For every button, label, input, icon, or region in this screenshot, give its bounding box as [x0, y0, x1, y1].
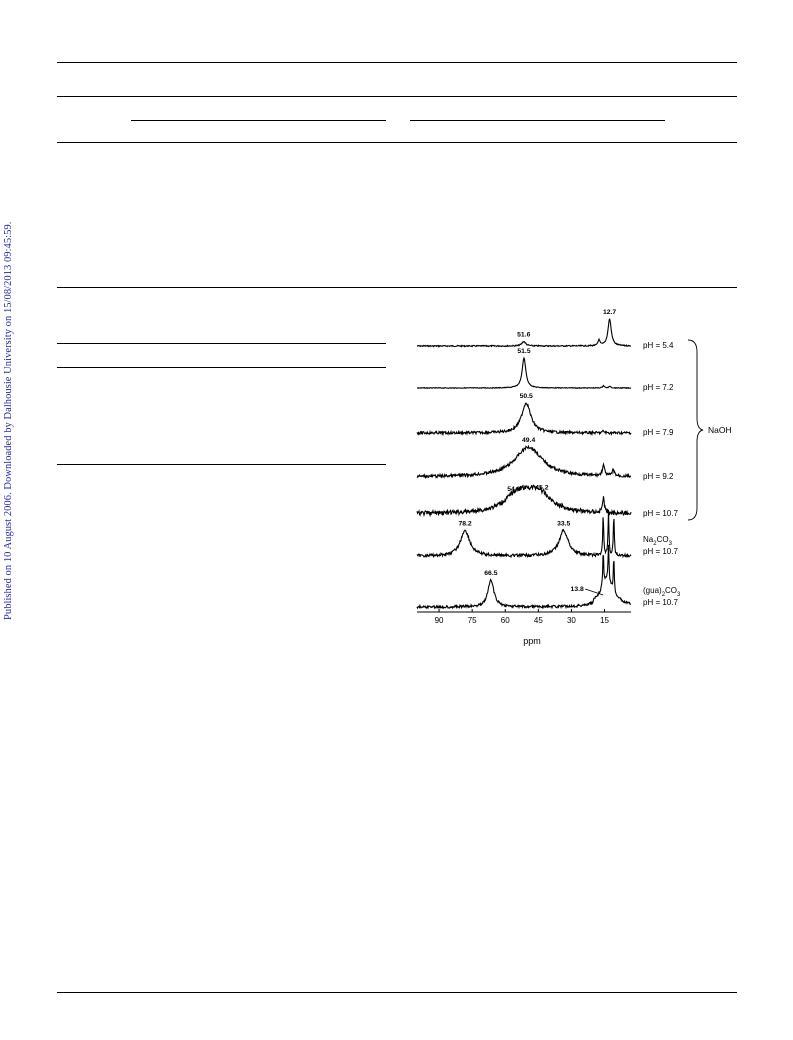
- series-label-3: pH = 7.9: [643, 428, 674, 437]
- spectrum-trace-1: [416, 318, 632, 348]
- series-label-2: pH = 7.2: [643, 383, 674, 392]
- peak-arrow: [585, 588, 604, 596]
- side-note: Published on 10 August 2006. Downloaded …: [3, 221, 14, 620]
- group-label-naoh: NaOH: [708, 425, 732, 435]
- nmr-spectra-figure: 51.6 12.7 pH = 5.4 51.5 pH = 7.2 50.5 pH = 7.9…: [416, 309, 732, 646]
- top-rule: [57, 62, 737, 63]
- series-label-1: pH = 5.4: [643, 341, 674, 350]
- x-axis-title: ppm: [523, 636, 541, 646]
- x-tick-label-30: 30: [567, 616, 576, 625]
- x-tick-label-15: 15: [600, 616, 609, 625]
- x-tick-label-45: 45: [534, 616, 543, 625]
- spectrum-trace-4: [416, 444, 632, 480]
- table-bottom-rule: [57, 287, 737, 288]
- peak-label-7-1: 66.5: [484, 570, 497, 577]
- peak-label-1-1: 51.6: [517, 332, 530, 339]
- x-tick-label-90: 90: [435, 616, 444, 625]
- peak-label-3-1: 50.5: [520, 393, 533, 400]
- naoh-brace: [687, 339, 704, 521]
- table-top-rule: [57, 96, 737, 97]
- small-table-top-rule: [57, 343, 386, 344]
- peak-label-6-2: 33.5: [557, 521, 570, 528]
- peak-label-6-1: 78.2: [458, 521, 471, 528]
- spectrum-trace-2: [416, 356, 632, 390]
- table-group-rule-left: [131, 120, 386, 121]
- spectrum-trace-3: [416, 402, 632, 437]
- x-tick-label-75: 75: [468, 616, 477, 625]
- series-label-6: pH = 10.7: [643, 547, 678, 556]
- series-sublabel-7: (gua)2CO3: [643, 586, 681, 598]
- spectrum-trace-5: [416, 484, 632, 518]
- table-group-rule-right: [410, 120, 665, 121]
- peak-label-5-1: 54.3: [507, 486, 520, 493]
- peak-label-4-1: 49.4: [522, 437, 535, 444]
- small-table-bottom-rule: [57, 464, 386, 465]
- peak-label-5-2: 45.2: [535, 485, 548, 492]
- series-label-5: pH = 10.7: [643, 509, 678, 518]
- peak-label-2-1: 51.5: [517, 348, 530, 355]
- series-label-7: pH = 10.7: [643, 598, 678, 607]
- small-table-header-rule: [57, 367, 386, 368]
- spectrum-trace-7: [416, 544, 632, 610]
- x-tick-label-60: 60: [501, 616, 510, 625]
- series-label-4: pH = 9.2: [643, 472, 674, 481]
- footer-rule: [57, 992, 737, 993]
- spectrum-trace-6: [416, 511, 632, 559]
- table-header-rule: [57, 142, 737, 143]
- peak-label-7-2: 13.8: [571, 586, 584, 593]
- peak-label-1-2: 12.7: [603, 309, 616, 316]
- series-sublabel-6: Na2CO3: [643, 535, 673, 547]
